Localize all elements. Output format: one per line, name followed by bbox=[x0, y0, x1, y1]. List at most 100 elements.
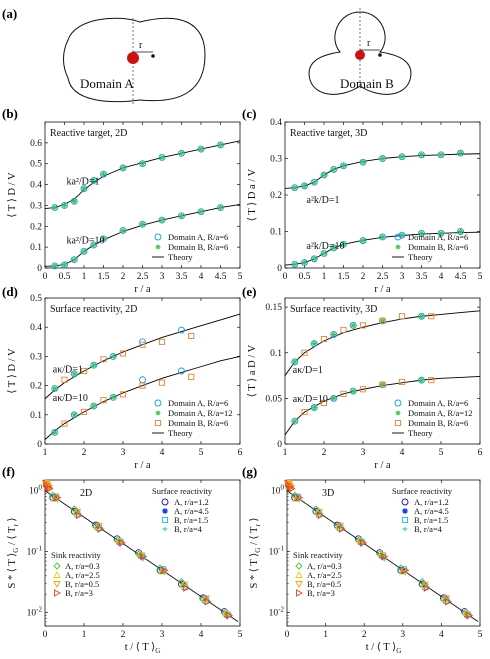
data-point bbox=[379, 155, 386, 162]
data-point bbox=[100, 356, 107, 363]
theory-curve bbox=[284, 376, 481, 436]
x-axis-label: r / a bbox=[374, 460, 391, 471]
data-point bbox=[310, 404, 318, 411]
data-point bbox=[331, 245, 337, 251]
data-point bbox=[119, 164, 127, 172]
data-point bbox=[158, 379, 166, 386]
legend-label: Domain A, R/a=6 bbox=[168, 398, 228, 408]
data-point bbox=[380, 382, 385, 388]
legend-marker bbox=[54, 589, 61, 597]
data-point bbox=[302, 260, 307, 266]
x-tick-label: 3 bbox=[361, 448, 366, 458]
data-point bbox=[109, 393, 117, 401]
legend-label: B, r/a=1.5 bbox=[174, 515, 208, 525]
data-point bbox=[91, 362, 97, 368]
domain-a-r-label: r bbox=[139, 40, 143, 51]
domain-a-label: Domain A bbox=[80, 76, 134, 91]
data-point bbox=[100, 397, 107, 404]
y-axis-label: ⟨ T ⟩ D a / V bbox=[247, 168, 258, 221]
y-tick-label: 100 bbox=[29, 484, 43, 497]
y-tick-label: 10-2 bbox=[269, 605, 285, 618]
domain-a-target bbox=[127, 52, 139, 64]
y-tick-label: 100 bbox=[271, 484, 285, 497]
x-tick-label: 3.5 bbox=[176, 272, 188, 282]
data-point bbox=[161, 566, 169, 575]
data-point bbox=[437, 151, 445, 159]
data-point bbox=[116, 540, 125, 548]
x-axis-label: t / ⟨ T ⟩G bbox=[125, 642, 161, 654]
legend-label: B, r/a=3 bbox=[307, 588, 335, 598]
data-point bbox=[178, 212, 185, 220]
data-point bbox=[61, 201, 68, 209]
data-point bbox=[310, 255, 318, 263]
x-tick-label: 2 bbox=[82, 448, 87, 458]
curve-label: ka²/D=10 bbox=[66, 235, 104, 246]
x-tick-label: 0 bbox=[283, 272, 288, 282]
data-point bbox=[80, 247, 88, 255]
data-point bbox=[159, 154, 165, 160]
x-tick-label: 2 bbox=[121, 630, 126, 640]
data-point bbox=[291, 417, 299, 425]
legend-marker bbox=[155, 244, 161, 250]
data-point bbox=[321, 172, 327, 178]
data-point bbox=[157, 567, 166, 575]
data-point bbox=[70, 256, 78, 264]
data-point bbox=[54, 493, 62, 502]
legend-marker bbox=[53, 562, 61, 570]
data-point bbox=[310, 340, 318, 348]
y-tick-label: 10-1 bbox=[27, 545, 43, 558]
data-point bbox=[80, 408, 88, 415]
x-tick-label: 2 bbox=[121, 272, 126, 282]
data-point bbox=[349, 387, 357, 395]
panel-letter-g: (g) bbox=[242, 464, 257, 479]
x-tick-label: 1 bbox=[82, 272, 87, 282]
legend-marker bbox=[402, 526, 408, 532]
y-tick-label: 0.5 bbox=[30, 294, 42, 304]
data-point bbox=[359, 158, 367, 166]
data-point bbox=[357, 540, 366, 548]
panel-letter-e: (e) bbox=[242, 284, 256, 299]
y-tick-label: 0 bbox=[277, 264, 282, 274]
data-point bbox=[179, 150, 184, 156]
y-axis-label: S * ⟨ T ⟩G / ⟨ Tr ⟩ bbox=[249, 517, 262, 588]
data-point bbox=[463, 613, 472, 621]
x-axis-label: r / a bbox=[374, 284, 391, 295]
data-point bbox=[140, 221, 145, 227]
data-point bbox=[52, 429, 58, 435]
x-tick-label: 5 bbox=[199, 448, 204, 458]
data-point bbox=[320, 249, 328, 257]
data-point bbox=[158, 338, 166, 345]
x-tick-label: 5 bbox=[439, 448, 444, 458]
domain-a-particle bbox=[151, 54, 155, 58]
data-point bbox=[359, 386, 367, 393]
data-point bbox=[218, 205, 223, 211]
legend-marker bbox=[154, 399, 162, 407]
data-point bbox=[139, 220, 146, 228]
data-point bbox=[438, 152, 444, 158]
data-point bbox=[380, 318, 385, 324]
data-point bbox=[301, 349, 308, 356]
data-point bbox=[137, 554, 146, 562]
data-point bbox=[399, 232, 405, 238]
data-point bbox=[418, 151, 425, 159]
data-point bbox=[380, 234, 385, 240]
y-tick-label: 0.2 bbox=[30, 382, 42, 392]
data-point bbox=[179, 213, 184, 219]
data-point bbox=[302, 183, 307, 189]
y-tick-label: 0.1 bbox=[30, 243, 42, 253]
data-point bbox=[120, 165, 126, 171]
data-point bbox=[301, 409, 308, 416]
x-tick-label: 4.5 bbox=[215, 272, 227, 282]
chart-g: (g) 0 1 2 3 4 5 10-2 10-1 100 t / ⟨ T ⟩G S * ⟨ T ⟩G… bbox=[242, 464, 483, 655]
data-point bbox=[71, 257, 77, 263]
data-point bbox=[62, 202, 67, 208]
x-tick-label: 3 bbox=[400, 272, 405, 282]
legend-marker bbox=[155, 410, 161, 416]
data-point bbox=[288, 484, 296, 493]
y-tick-label: 0.1 bbox=[30, 411, 42, 421]
x-tick-label: 0 bbox=[43, 630, 48, 640]
y-tick-label: 0.3 bbox=[30, 352, 42, 362]
charts-layer: (b) 0 0.5 1 1.5 2 2.5 3 3.5 4 4.5 5 0 0.1 0.2 0.3 0.4 0.5… bbox=[2, 106, 483, 655]
legend-label: B, r/a=0.5 bbox=[307, 579, 341, 589]
